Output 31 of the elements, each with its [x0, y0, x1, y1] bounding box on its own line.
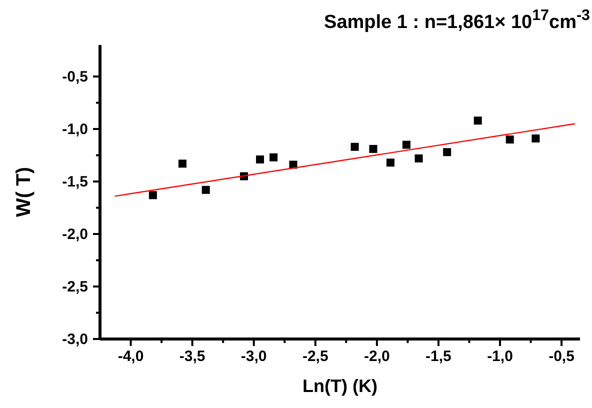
y-tick-label: -0,5 [62, 68, 88, 86]
x-tick-label: -2,5 [302, 348, 328, 365]
point [386, 158, 394, 167]
point [202, 186, 210, 194]
x-tick-label: -3,0 [240, 348, 267, 365]
y-tick-label: -1,0 [62, 121, 88, 138]
point [506, 136, 514, 144]
chart-title: Sample 1 : n=1,861× 10$^{17}$cm$^{-3}$ [324, 6, 590, 33]
x-axis-title: Ln(T) (K) [302, 376, 378, 396]
point [256, 155, 264, 164]
x-tick-label: -1,0 [487, 348, 513, 365]
point [270, 153, 278, 162]
point [474, 116, 482, 125]
point [350, 142, 359, 151]
y-tick-label: -2,5 [62, 278, 88, 296]
x-tick-label: -2,0 [364, 348, 390, 365]
point [532, 134, 540, 142]
x-tick-label: -1,5 [426, 348, 452, 365]
point [178, 160, 186, 168]
point [369, 144, 378, 153]
x-tick-label: -0,5 [548, 348, 574, 365]
x-tick-label: -3,5 [179, 348, 206, 365]
y-tick-label: -1,5 [62, 174, 88, 190]
point [402, 140, 410, 149]
y-axis-title: W( T) [13, 167, 35, 217]
y-tick-label: -2,0 [62, 226, 88, 243]
point [443, 148, 452, 156]
y-tick-label: -3,0 [62, 331, 88, 348]
x-tick-label: -4,0 [118, 348, 144, 365]
point [414, 154, 423, 162]
point [148, 191, 157, 200]
